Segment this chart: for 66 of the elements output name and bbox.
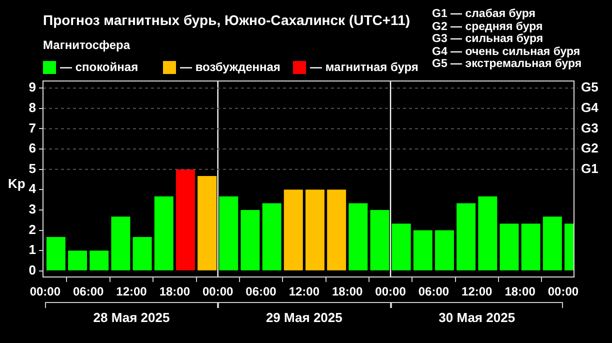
text: G5 — экстремальная буря	[432, 58, 582, 70]
bar	[154, 196, 174, 270]
x-tick-label: 18:00	[332, 284, 364, 299]
y-tick-label: 4	[28, 181, 37, 196]
ref-line-label: G1	[581, 160, 598, 176]
y-tick-label: 9	[28, 80, 36, 95]
bar	[413, 230, 432, 270]
x-tick-label: 18:00	[504, 284, 536, 299]
bar	[46, 236, 66, 270]
text: 30 Мая 2025	[438, 310, 516, 325]
legend-title: Магнитосфера	[43, 38, 130, 52]
y-tick-label: 8	[28, 100, 36, 115]
bar	[327, 190, 346, 270]
bar	[176, 169, 195, 270]
bar	[68, 250, 88, 270]
x-tick-label: 18:00	[159, 284, 190, 299]
x-tick-label: 12:00	[462, 284, 493, 299]
x-tick-label: 12:00	[116, 284, 148, 299]
bar	[240, 210, 260, 270]
bar	[392, 224, 411, 270]
legend-label: — спокойная	[60, 60, 138, 74]
text: G3 — сильная буря	[432, 33, 544, 45]
bar	[500, 224, 519, 270]
bar	[521, 224, 540, 270]
y-tick-label: 2	[28, 222, 36, 237]
bar	[284, 190, 303, 270]
x-tick-label: 00:00	[30, 284, 61, 299]
y-tick-label: 3	[28, 202, 36, 217]
x-tick-label: 12:00	[288, 284, 320, 299]
ref-line-label: G4	[581, 100, 600, 115]
y-tick-label: 0	[28, 262, 36, 278]
ref-line-label: G3	[581, 120, 598, 136]
bar	[456, 203, 476, 270]
text: G1 — слабая буря	[432, 8, 536, 20]
bar	[111, 216, 130, 270]
bar	[348, 203, 368, 270]
y-axis-title: Kp	[8, 176, 26, 191]
legend-label: — магнитная буря	[310, 60, 418, 74]
bar	[370, 210, 390, 270]
bar	[90, 250, 109, 270]
ref-line-label: G2	[581, 140, 598, 156]
x-tick-label: 06:00	[246, 284, 277, 299]
text: G2 — средняя буря	[432, 20, 543, 32]
bar	[305, 190, 324, 270]
x-tick-label: 00:00	[375, 284, 406, 299]
x-tick-label: 00:00	[202, 284, 234, 299]
bar	[542, 216, 562, 270]
bar	[219, 196, 238, 270]
y-tick-label: 1	[28, 242, 36, 258]
bar	[262, 203, 282, 270]
text: 28 Мая 2025	[92, 310, 171, 325]
text: G4 — очень сильная буря	[432, 46, 580, 58]
ref-line-label: G5	[581, 80, 598, 95]
x-tick-label: 06:00	[72, 284, 104, 299]
bar	[132, 236, 152, 270]
chart-title: Прогноз магнитных бурь, Южно-Сахалинск (UTC+11)	[43, 12, 410, 28]
bar	[478, 196, 498, 270]
legend-label: — возбужденная	[180, 60, 280, 74]
y-tick-label: 5	[28, 160, 36, 176]
bar	[434, 230, 454, 270]
x-tick-label: 06:00	[418, 284, 450, 299]
bar	[198, 176, 217, 270]
text: 29 Мая 2025	[264, 310, 344, 325]
x-tick-label: 00:00	[548, 284, 579, 299]
y-tick-label: 6	[28, 140, 36, 156]
y-tick-label: 7	[28, 120, 36, 136]
